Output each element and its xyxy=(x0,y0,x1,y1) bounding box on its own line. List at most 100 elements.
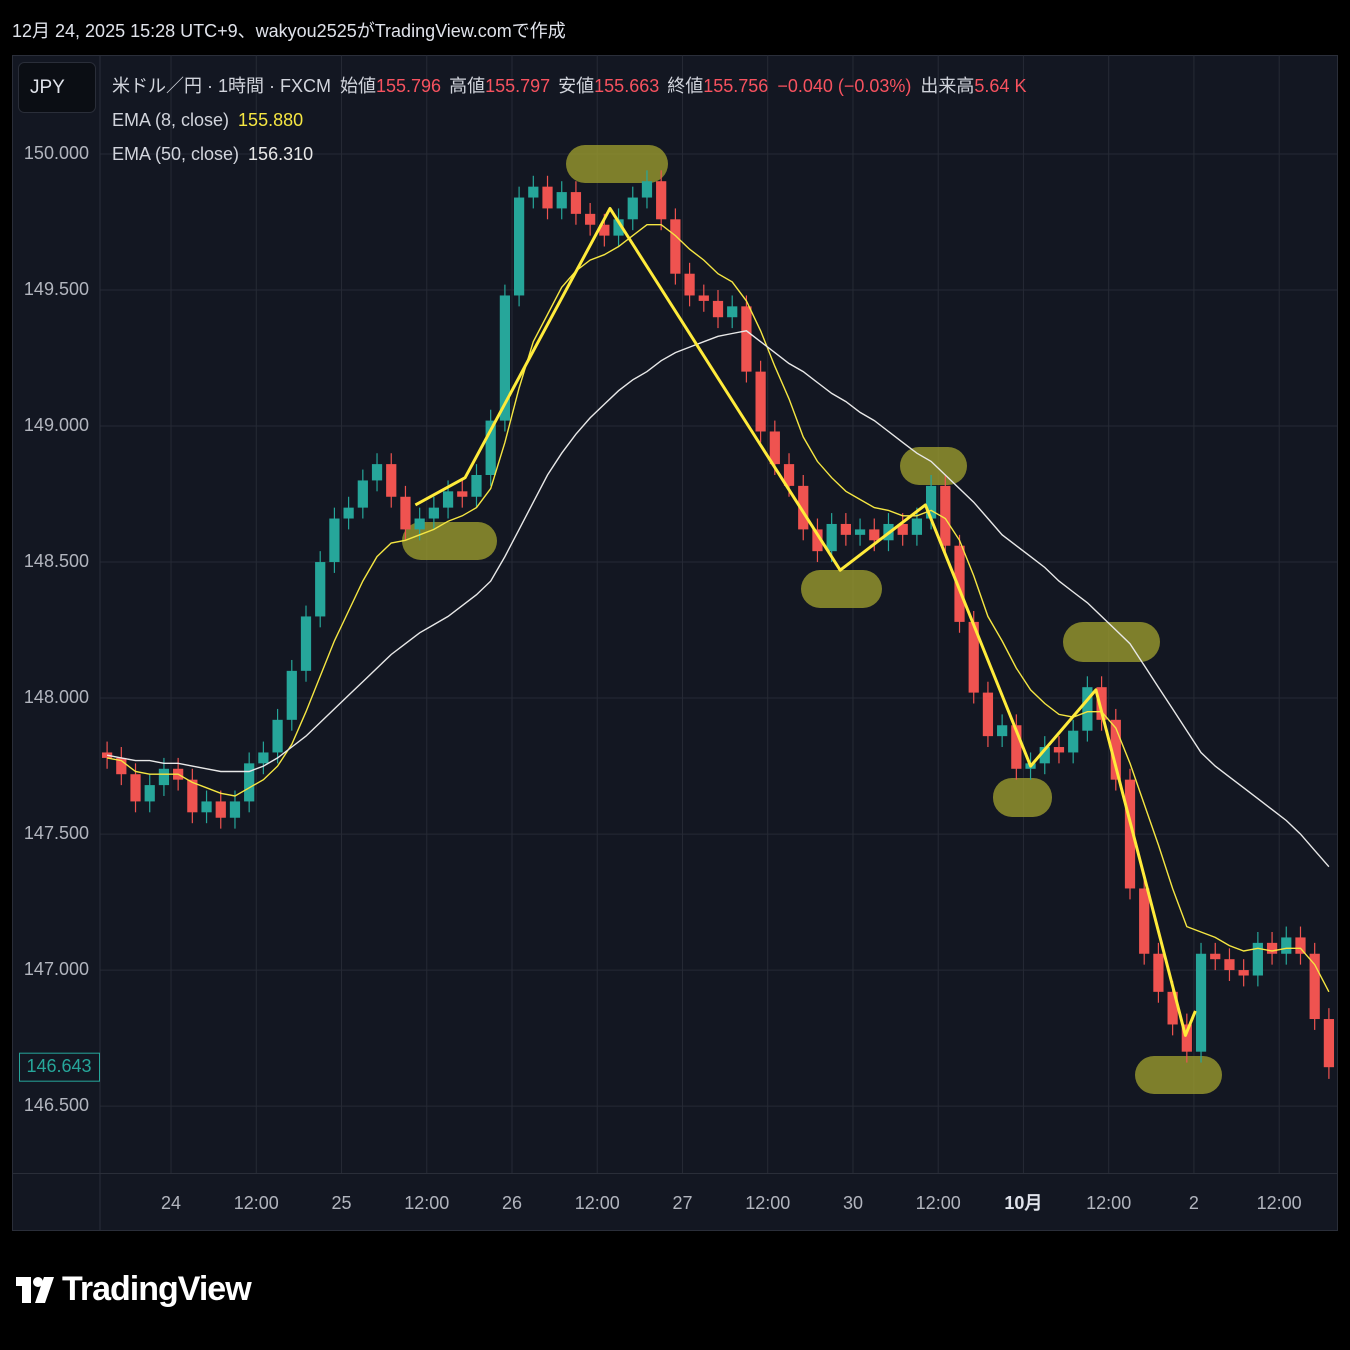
x-tick-label: 12:00 xyxy=(916,1193,961,1213)
candle-body xyxy=(1210,953,1221,960)
y-tick-label: 148.000 xyxy=(24,687,89,707)
x-tick-label: 2 xyxy=(1189,1193,1199,1213)
candle-body xyxy=(684,273,695,296)
plot-area xyxy=(101,145,1335,1094)
ema-line xyxy=(106,330,1330,868)
x-tick-label: 12:00 xyxy=(745,1193,790,1213)
candle-body xyxy=(1224,959,1235,971)
last-price-label: 146.643 xyxy=(26,1056,91,1076)
candle-body xyxy=(1281,937,1292,954)
y-tick-label: 147.000 xyxy=(24,959,89,979)
candle-body xyxy=(116,757,127,775)
x-tick-label: 10月 xyxy=(1004,1193,1042,1213)
candle-body xyxy=(997,725,1008,737)
candle-body xyxy=(244,763,255,802)
candle-body xyxy=(869,529,880,541)
x-tick-label: 24 xyxy=(161,1193,181,1213)
logo xyxy=(16,1277,54,1303)
candle-body xyxy=(925,485,937,519)
candle-body xyxy=(840,523,851,535)
candle-body xyxy=(1195,953,1207,1052)
candle-body xyxy=(1110,719,1121,780)
candle-body xyxy=(1153,953,1164,992)
legend-label: 高値 xyxy=(449,76,485,96)
candle-body xyxy=(798,485,809,530)
candle-body xyxy=(1181,1024,1192,1052)
candle-body xyxy=(854,529,866,535)
legend-value: 155.663 xyxy=(594,76,659,96)
highlights xyxy=(402,145,1222,1094)
highlight xyxy=(1063,622,1160,662)
candle-body xyxy=(1096,687,1107,720)
candle-body xyxy=(755,371,766,432)
highlight xyxy=(1135,1056,1222,1094)
logo-icon xyxy=(22,1277,31,1303)
logo-icon xyxy=(35,1277,54,1303)
candle-body xyxy=(329,518,340,563)
x-tick-label: 12:00 xyxy=(404,1193,449,1213)
y-tick-label: 149.500 xyxy=(24,279,89,299)
x-tick-label: 27 xyxy=(672,1193,692,1213)
candle-body xyxy=(528,186,539,198)
ema-line xyxy=(106,224,1330,993)
candle-body xyxy=(144,785,155,802)
candle-body xyxy=(1124,779,1136,889)
candle-body xyxy=(911,518,923,535)
y-tick-label: 146.500 xyxy=(24,1095,89,1115)
candle-body xyxy=(727,306,738,318)
highlight xyxy=(402,522,497,560)
candle-body xyxy=(101,752,113,758)
candle-body xyxy=(712,300,724,318)
candle-body xyxy=(371,464,383,481)
candle-body xyxy=(670,219,681,274)
legend-label: 安値 xyxy=(558,76,594,96)
candles xyxy=(101,170,1335,1079)
legend-label: 終値 xyxy=(667,76,703,96)
candle-body xyxy=(968,621,979,693)
candle-body xyxy=(556,192,567,209)
candle-body xyxy=(613,219,624,236)
candle-body xyxy=(1039,747,1050,764)
candle-body xyxy=(201,801,212,813)
legend-value: 155.796 xyxy=(376,76,441,96)
candle-body xyxy=(187,779,198,813)
candle-body xyxy=(130,774,141,802)
highlight xyxy=(900,447,967,485)
candle-body xyxy=(485,420,496,475)
candle-body xyxy=(940,485,951,546)
candle-body xyxy=(1068,730,1079,753)
symbol-box[interactable] xyxy=(18,62,96,113)
candle-body xyxy=(400,496,411,530)
candle-body xyxy=(570,192,582,214)
candle-body xyxy=(343,507,354,519)
candle-body xyxy=(1323,1019,1335,1068)
legend-value: 5.64 K xyxy=(974,76,1026,96)
candle-body xyxy=(229,801,241,818)
legend-change: −0.040 (−0.03%) xyxy=(777,76,911,96)
candle-body xyxy=(215,801,226,818)
symbol[interactable]: JPY xyxy=(30,77,65,98)
candle-body xyxy=(1309,953,1320,1020)
ema-legend: EMA (50, close) 156.310 xyxy=(112,144,313,164)
candle-body xyxy=(812,529,823,552)
y-tick-label: 150.000 xyxy=(24,143,89,163)
candle-body xyxy=(982,692,994,737)
axes: 146.500 147.000 147.500 148.000 148.500 149.0… xyxy=(19,143,1302,1213)
candle-body xyxy=(457,491,468,497)
zigzag-line xyxy=(414,206,1197,1037)
candle-body xyxy=(300,616,312,671)
candle-body xyxy=(585,213,596,225)
y-tick-label: 148.500 xyxy=(24,551,89,571)
candle-body xyxy=(499,295,511,421)
highlight xyxy=(801,570,882,608)
legend-value: 156.310 xyxy=(248,144,313,164)
legend-title: 米ドル／円 · 1時間 · FXCM xyxy=(112,76,331,96)
x-tick-label: 30 xyxy=(843,1193,863,1213)
candle-body xyxy=(1266,942,1278,954)
candle-body xyxy=(542,186,553,209)
candle-body xyxy=(627,197,638,220)
candle-body xyxy=(1238,970,1249,976)
candle-body xyxy=(1139,888,1150,954)
